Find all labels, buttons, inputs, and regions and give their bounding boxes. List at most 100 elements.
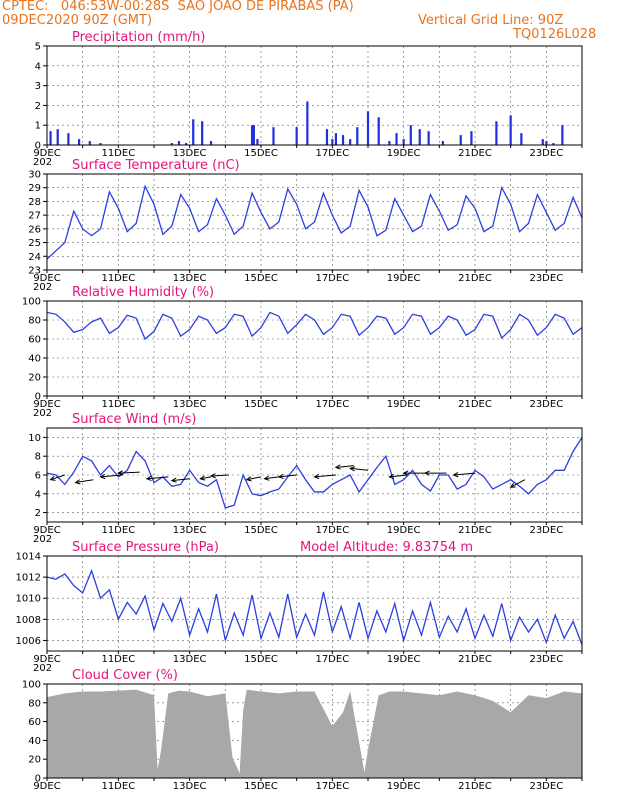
x-tick-label: 9DEC bbox=[33, 273, 60, 284]
x-tick-label: 13DEC bbox=[173, 148, 207, 159]
y-tick-label: 20 bbox=[28, 373, 41, 384]
x-tick-label: 9DEC bbox=[33, 148, 60, 159]
x-tick-label: 19DEC bbox=[387, 399, 421, 410]
wind-vector bbox=[264, 476, 279, 480]
wind-vector-head bbox=[209, 473, 216, 479]
x-tick-label: 21DEC bbox=[458, 148, 492, 159]
precip-bar bbox=[349, 139, 352, 145]
x-tick-label: 17DEC bbox=[315, 781, 349, 792]
rh-series-line bbox=[46, 311, 583, 341]
wind-vector-head bbox=[245, 476, 252, 482]
x-tick-label: 17DEC bbox=[315, 148, 349, 159]
wind-vector-head bbox=[199, 475, 206, 481]
x-tick-sublabel: 202 bbox=[33, 157, 52, 168]
y-tick-label: 5 bbox=[35, 42, 41, 53]
wind-vector-head bbox=[509, 482, 516, 488]
panel-frame bbox=[46, 683, 583, 779]
precip-bar bbox=[56, 129, 59, 145]
precip-bar bbox=[470, 131, 473, 145]
y-tick-label: 60 bbox=[28, 335, 41, 346]
y-tick-label: 30 bbox=[28, 170, 41, 181]
precip-bar bbox=[495, 121, 498, 145]
x-tick-label: 15DEC bbox=[244, 148, 278, 159]
wind-vector-head bbox=[170, 477, 177, 483]
y-tick-label: 0 bbox=[35, 774, 41, 785]
y-tick-label: 10 bbox=[28, 433, 41, 444]
x-tick-label: 21DEC bbox=[458, 654, 492, 665]
wind-series-line bbox=[46, 437, 583, 509]
x-tick-label: 11DEC bbox=[101, 525, 135, 536]
header-model: TQ0126L028 bbox=[513, 27, 597, 42]
precip-bar bbox=[88, 141, 91, 145]
precip-bar bbox=[99, 143, 102, 145]
precip-bar bbox=[334, 133, 337, 145]
panel-wind: 2 4 6 8 10 9DEC 11DEC 13DEC 15DEC 17DEC 19DEC 21DEC… bbox=[28, 412, 583, 545]
wind-vector-head bbox=[263, 475, 270, 481]
wind-vector bbox=[171, 478, 190, 482]
wind-vector-head bbox=[117, 470, 124, 476]
precip-bar bbox=[209, 141, 213, 145]
precip-bar bbox=[78, 139, 81, 145]
x-tick-label: 23DEC bbox=[529, 148, 563, 159]
y-tick-label: 4 bbox=[35, 489, 41, 500]
precip-bar bbox=[272, 127, 275, 145]
header-station: CPTEC: 046:53W-00:28S SAO JOAO DE PIRABA… bbox=[2, 0, 354, 14]
x-tick-label: 17DEC bbox=[315, 399, 349, 410]
x-tick-label: 13DEC bbox=[173, 781, 207, 792]
x-tick-label: 19DEC bbox=[387, 525, 421, 536]
y-tick-label: 1012 bbox=[16, 573, 41, 584]
precip-bar bbox=[409, 125, 412, 145]
y-tick-label: 29 bbox=[28, 183, 41, 194]
wind-vector bbox=[453, 472, 476, 476]
x-tick-label: 15DEC bbox=[244, 273, 278, 284]
wind-vector bbox=[278, 474, 297, 478]
precip-bar bbox=[552, 143, 555, 145]
wind-vector bbox=[510, 479, 526, 488]
precip-bar bbox=[366, 111, 370, 145]
y-tick-label: 0 bbox=[35, 141, 41, 152]
wind-vector bbox=[200, 476, 212, 480]
y-tick-label: 1008 bbox=[16, 615, 41, 626]
precip-bar bbox=[402, 139, 405, 145]
x-tick-sublabel: 202 bbox=[33, 534, 52, 545]
wind-vector bbox=[118, 471, 140, 474]
panel-rh: 0 20 40 60 80 100 9DEC 11DEC 13DEC 15DEC 17DEC 19DE… bbox=[22, 285, 583, 419]
precip-bar bbox=[185, 143, 188, 145]
precip-bar bbox=[418, 129, 421, 145]
panel-pressure: 1006 1008 1010 1012 1014 9DEC 11DEC 13DEC 15DEC 1… bbox=[16, 540, 583, 674]
panel-cloud: 0 20 40 60 80 100 9DEC 11DEC 13DEC 15DEC 17DEC 19DE… bbox=[22, 668, 583, 792]
x-tick-label: 15DEC bbox=[244, 654, 278, 665]
wind-vector-head bbox=[74, 479, 81, 485]
y-tick-label: 4 bbox=[35, 61, 41, 72]
precip-bar bbox=[252, 125, 255, 145]
precip-bar bbox=[395, 133, 398, 145]
x-tick-sublabel: 202 bbox=[33, 282, 52, 293]
x-tick-label: 23DEC bbox=[529, 781, 563, 792]
x-tick-label: 11DEC bbox=[101, 654, 135, 665]
y-tick-label: 80 bbox=[28, 698, 41, 709]
x-tick-label: 15DEC bbox=[244, 781, 278, 792]
x-tick-label: 19DEC bbox=[387, 148, 421, 159]
x-tick-label: 17DEC bbox=[315, 654, 349, 665]
cloud-cover-area bbox=[47, 689, 582, 778]
wind-vector-head bbox=[423, 470, 430, 476]
wind-vector-head bbox=[99, 473, 106, 480]
panel-precip: 0 1 2 3 4 5 9DEC 11DEC 13DEC 15DEC 17DEC 19DEC 21DEC… bbox=[33, 30, 583, 168]
wind-vector-head bbox=[402, 470, 409, 476]
panel-title: Cloud Cover (%) bbox=[72, 668, 178, 683]
precip-bar bbox=[427, 131, 430, 145]
panel-frame bbox=[46, 45, 583, 146]
y-tick-label: 40 bbox=[28, 736, 41, 747]
header-grid-note: Vertical Grid Line: 90Z bbox=[418, 13, 564, 28]
precip-bar bbox=[459, 135, 462, 145]
wind-vector bbox=[146, 476, 169, 480]
x-tick-sublabel: 202 bbox=[33, 663, 52, 674]
y-tick-label: 100 bbox=[22, 297, 41, 308]
x-tick-label: 23DEC bbox=[529, 654, 563, 665]
y-tick-label: 25 bbox=[28, 238, 41, 249]
x-tick-label: 13DEC bbox=[173, 525, 207, 536]
y-tick-label: 2 bbox=[35, 101, 41, 112]
precip-bar bbox=[561, 125, 564, 145]
precip-bar bbox=[67, 133, 70, 145]
precip-bar bbox=[388, 141, 391, 145]
